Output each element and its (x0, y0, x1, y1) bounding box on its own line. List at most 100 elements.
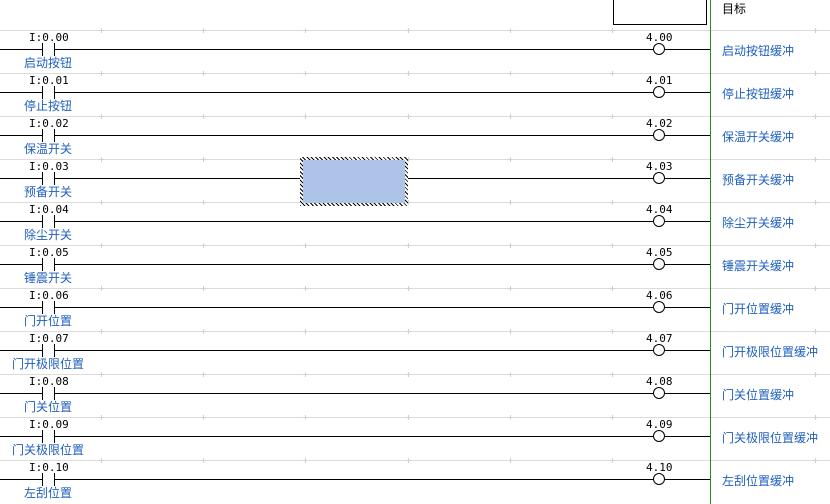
rung-separator (0, 288, 830, 289)
rung-separator (0, 116, 830, 117)
wire (664, 49, 710, 50)
output-address[interactable]: 4.03 (646, 160, 673, 173)
grid-plus-mark (303, 157, 308, 162)
coil-icon[interactable] (653, 129, 665, 141)
grid-plus-mark (406, 458, 411, 463)
output-address[interactable]: 4.05 (646, 246, 673, 259)
wire (0, 221, 42, 222)
coil-icon[interactable] (653, 258, 665, 270)
grid-plus-mark (610, 200, 615, 205)
rung[interactable]: I:0.05 锤震开关 4.05 锤震开关缓冲 (0, 243, 830, 288)
output-comment: 预备开关缓冲 (722, 173, 795, 187)
contact-left-bar (42, 430, 43, 443)
wire (0, 264, 42, 265)
coil-icon[interactable] (653, 473, 665, 485)
output-address[interactable]: 4.01 (646, 74, 673, 87)
grid-plus-mark (99, 28, 104, 33)
input-address[interactable]: I:0.08 (29, 375, 69, 388)
input-address[interactable]: I:0.07 (29, 332, 69, 345)
output-comment: 门关位置缓冲 (722, 388, 795, 402)
coil-icon[interactable] (653, 387, 665, 399)
rung-separator (0, 331, 830, 332)
grid-plus-mark (508, 372, 513, 377)
contact-left-bar (42, 258, 43, 271)
grid-plus-mark (201, 243, 206, 248)
grid-plus-mark (813, 71, 818, 76)
grid-plus-mark (813, 200, 818, 205)
rung[interactable]: I:0.00 启动按钮 4.00 启动按钮缓冲 (0, 28, 830, 73)
input-address[interactable]: I:0.05 (29, 246, 69, 259)
output-address[interactable]: 4.04 (646, 203, 673, 216)
rung[interactable]: I:0.07 门开极限位置 4.07 门开极限位置缓冲 (0, 329, 830, 374)
wire (0, 49, 42, 50)
selection-cursor[interactable] (300, 157, 408, 206)
coil-icon[interactable] (653, 344, 665, 356)
input-address[interactable]: I:0.02 (29, 117, 69, 130)
contact-left-bar (42, 129, 43, 142)
grid-plus-mark (813, 243, 818, 248)
contact-left-bar (42, 172, 43, 185)
output-comment: 门开极限位置缓冲 (722, 345, 819, 359)
wire (664, 393, 710, 394)
contact-left-bar (42, 387, 43, 400)
input-comment: 锤震开关 (23, 271, 72, 285)
wire (54, 393, 654, 394)
output-comment: 保温开关缓冲 (722, 130, 795, 144)
coil-icon[interactable] (653, 301, 665, 313)
grid-plus-mark (201, 329, 206, 334)
rung[interactable]: I:0.09 门关极限位置 4.09 门关极限位置缓冲 (0, 415, 830, 460)
grid-plus-mark (99, 415, 104, 420)
coil-icon[interactable] (653, 43, 665, 55)
rung-separator (0, 73, 830, 74)
coil-icon[interactable] (653, 215, 665, 227)
input-address[interactable]: I:0.04 (29, 203, 69, 216)
grid-plus-mark (303, 415, 308, 420)
input-address[interactable]: I:0.03 (29, 160, 69, 173)
rung[interactable]: I:0.04 除尘开关 4.04 除尘开关缓冲 (0, 200, 830, 245)
rung[interactable]: I:0.10 左刮位置 4.10 左刮位置缓冲 (0, 458, 830, 503)
input-comment: 启动按钮 (23, 56, 72, 70)
grid-plus-mark (406, 28, 411, 33)
output-address[interactable]: 4.07 (646, 332, 673, 345)
input-address[interactable]: I:0.00 (29, 31, 69, 44)
wire (0, 178, 42, 179)
grid-plus-mark (201, 71, 206, 76)
input-address[interactable]: I:0.01 (29, 74, 69, 87)
grid-plus-mark (610, 372, 615, 377)
rung-separator (0, 30, 830, 31)
input-address[interactable]: I:0.06 (29, 289, 69, 302)
output-address[interactable]: 4.08 (646, 375, 673, 388)
grid-plus-mark (610, 329, 615, 334)
grid-plus-mark (303, 243, 308, 248)
input-comment: 门开极限位置 (11, 357, 84, 371)
input-address[interactable]: I:0.10 (29, 461, 69, 474)
rung[interactable]: I:0.06 门开位置 4.06 门开位置缓冲 (0, 286, 830, 331)
input-address[interactable]: I:0.09 (29, 418, 69, 431)
grid-plus-mark (610, 71, 615, 76)
rung[interactable]: I:0.08 门关位置 4.08 门关位置缓冲 (0, 372, 830, 417)
wire (0, 92, 42, 93)
output-address[interactable]: 4.02 (646, 117, 673, 130)
wire (0, 436, 42, 437)
grid-plus-mark (303, 329, 308, 334)
grid-plus-mark (610, 28, 615, 33)
grid-plus-mark (99, 114, 104, 119)
coil-icon[interactable] (653, 172, 665, 184)
grid-plus-mark (406, 286, 411, 291)
rung[interactable]: I:0.03 预备开关 4.03 预备开关缓冲 (0, 157, 830, 202)
coil-icon[interactable] (653, 430, 665, 442)
output-address[interactable]: 4.00 (646, 31, 673, 44)
output-address[interactable]: 4.06 (646, 289, 673, 302)
grid-plus-mark (508, 286, 513, 291)
output-comment: 锤震开关缓冲 (722, 259, 795, 273)
grid-plus-mark (813, 28, 818, 33)
output-address[interactable]: 4.10 (646, 461, 673, 474)
rung[interactable]: I:0.02 保温开关 4.02 保温开关缓冲 (0, 114, 830, 159)
rung-separator (0, 460, 830, 461)
rung[interactable]: I:0.01 停止按钮 4.01 停止按钮缓冲 (0, 71, 830, 116)
grid-plus-mark (508, 28, 513, 33)
wire (54, 307, 654, 308)
wire (0, 135, 42, 136)
coil-icon[interactable] (653, 86, 665, 98)
output-address[interactable]: 4.09 (646, 418, 673, 431)
